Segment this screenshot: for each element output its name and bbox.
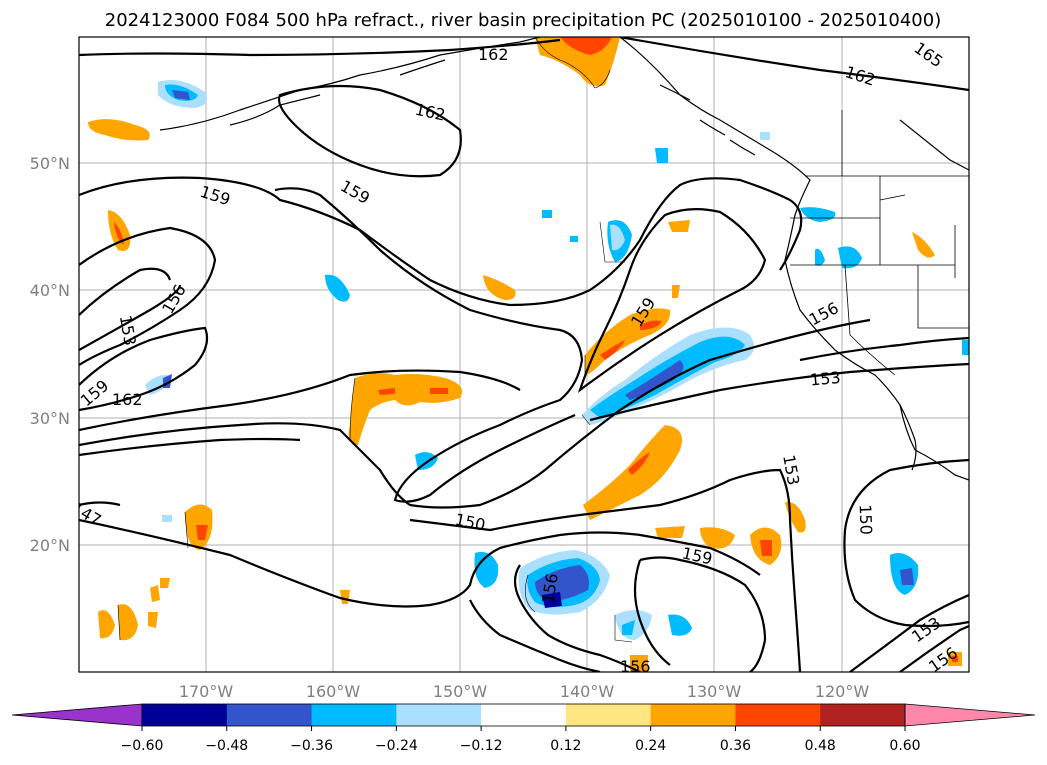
shading-outlines <box>117 37 633 643</box>
map-title: 2024123000 F084 500 hPa refract., river … <box>105 10 941 31</box>
colorbar-segment <box>311 704 397 726</box>
lon-label-160w: 160°W <box>306 682 361 701</box>
contour-label: 153 <box>809 368 841 390</box>
map-border <box>78 36 970 673</box>
lon-label-120w: 120°W <box>815 682 870 701</box>
contour-162-north <box>79 38 561 57</box>
colorbar-tick-label: 0.60 <box>889 738 920 754</box>
colorbar-segment <box>481 704 567 726</box>
precip-shading <box>88 37 969 672</box>
colorbar-segment <box>226 704 313 726</box>
colorbar-extend-low <box>11 703 143 727</box>
refractivity-contours <box>79 37 969 672</box>
contour-label: 150 <box>856 504 876 535</box>
colorbar-tick-label: −0.24 <box>375 738 418 754</box>
lat-label-30n: 30°N <box>30 409 70 428</box>
lon-label-170w: 170°W <box>179 682 234 701</box>
colorbar-tick-label: 0.36 <box>720 738 751 754</box>
colorbar-segment <box>735 704 821 726</box>
lon-label-130w: 130°W <box>687 682 742 701</box>
lon-label-140w: 140°W <box>560 682 615 701</box>
alaska-coast <box>159 37 541 131</box>
colorbar-tick-label: −0.12 <box>460 738 503 754</box>
colorbar <box>11 703 1036 727</box>
colorbar-segment <box>565 704 652 726</box>
colorbar-tick-label: 0.12 <box>550 738 581 754</box>
lon-label-150w: 150°W <box>433 682 488 701</box>
colorbar-extend-high <box>904 703 1036 727</box>
colorbar-segment <box>396 704 482 726</box>
lat-label-40n: 40°N <box>30 281 70 300</box>
colorbar-segment <box>142 704 228 726</box>
colorbar-segment <box>650 704 736 726</box>
colorbar-tick-label: 0.48 <box>805 738 836 754</box>
precip-positive-patch <box>560 37 612 55</box>
contour-label: 162 <box>112 390 143 409</box>
colorbar-tick-label: 0.24 <box>635 738 666 754</box>
colorbar-tick-label: −0.48 <box>205 738 248 754</box>
colorbar-tick-label: −0.60 <box>121 738 164 754</box>
contour-label: 162 <box>478 45 509 64</box>
colorbar-tick-label: −0.36 <box>290 738 333 754</box>
colorbar-segment <box>820 704 906 726</box>
lat-label-20n: 20°N <box>30 536 70 555</box>
lat-label-50n: 50°N <box>30 154 70 173</box>
borders <box>790 110 969 376</box>
contour-label: 156 <box>620 657 651 676</box>
lat-labels: 50°N 40°N 30°N 20°N <box>30 154 70 555</box>
colorbar-ticks: −0.60 −0.48 −0.36 −0.24 −0.12 0.12 0.24 0.36 0.4… <box>121 726 921 754</box>
colorbar-outline <box>141 703 906 727</box>
lon-labels: 170°W 160°W 150°W 140°W 130°W 120°W <box>179 682 870 701</box>
